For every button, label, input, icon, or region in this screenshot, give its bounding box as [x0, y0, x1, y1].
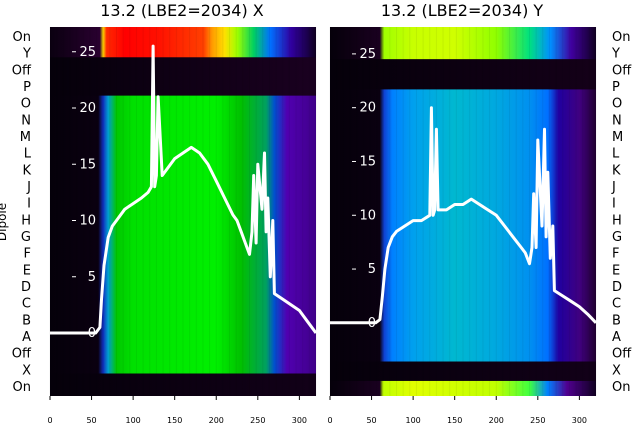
row-label: E	[612, 263, 620, 278]
series-layer	[330, 106, 598, 325]
heatmap-band	[330, 380, 596, 396]
y-tick-label: 10	[79, 214, 96, 229]
x-tick-label: 0	[327, 416, 332, 425]
y-tick-label: 10	[359, 208, 376, 223]
row-label: On	[612, 380, 630, 395]
row-label: F	[612, 247, 619, 262]
x-tick-label: 150	[167, 416, 182, 425]
row-label: H	[21, 213, 31, 228]
y-tick-label: 5	[88, 270, 96, 285]
y-tick-label: 15	[359, 154, 376, 169]
heatmap-band	[330, 27, 596, 60]
x-ticks: 0 50 100 150 200 250 300	[47, 396, 307, 425]
row-label: Off	[12, 63, 32, 78]
x-ticks: 0 50 100 150 200 250 300	[327, 396, 587, 425]
heatmap-band	[50, 373, 316, 396]
heatmap-band	[330, 59, 596, 90]
row-label: P	[612, 80, 620, 95]
row-label: A	[612, 330, 621, 345]
x-tick-label: 50	[366, 416, 376, 425]
row-label: M	[612, 130, 623, 145]
panel-y: 13.2 (LBE2=2034) Y OnYOffPONMLKJIHGFEDCB…	[327, 1, 632, 425]
row-label: I	[27, 197, 31, 212]
row-label: B	[612, 313, 621, 328]
y-tick-label: 20	[359, 101, 376, 116]
series-layer	[50, 44, 318, 335]
row-label: D	[21, 280, 31, 295]
x-tick-label: 200	[489, 416, 504, 425]
row-label: O	[21, 97, 31, 112]
row-label: X	[22, 363, 31, 378]
heatmap-bands	[49, 27, 317, 396]
chart-title: 13.2 (LBE2=2034) Y	[381, 1, 544, 20]
row-label: Y	[22, 47, 31, 62]
row-label: A	[22, 330, 31, 345]
row-label: Off	[612, 63, 632, 78]
row-label: G	[612, 230, 622, 245]
chart-title: 13.2 (LBE2=2034) X	[100, 1, 264, 20]
row-label: J	[611, 180, 616, 195]
row-label: G	[21, 230, 31, 245]
row-label: L	[24, 147, 32, 162]
x-tick-label: 250	[530, 416, 545, 425]
row-label: I	[612, 197, 616, 212]
x-tick-label: 300	[292, 416, 307, 425]
row-label: On	[612, 30, 630, 45]
y-axis-label: Dipole	[0, 203, 9, 241]
row-label: On	[13, 380, 31, 395]
x-tick-label: 100	[405, 416, 420, 425]
panel-x: 13.2 (LBE2=2034) X Dipole OnYOffPONMLKJI…	[0, 1, 318, 425]
x-tick-label: 150	[447, 416, 462, 425]
row-label: Y	[611, 47, 620, 62]
row-label: L	[612, 147, 620, 162]
row-label: J	[26, 180, 31, 195]
heatmap-band	[50, 27, 316, 58]
row-label: K	[22, 163, 31, 178]
heatmap-band	[50, 57, 316, 96]
series-line	[330, 106, 598, 325]
row-label: On	[13, 30, 31, 45]
row-label: K	[612, 163, 621, 178]
heatmap-band	[330, 361, 596, 381]
y-tick-label: 25	[79, 45, 96, 60]
series-line	[50, 44, 318, 335]
x-tick-label: 0	[47, 416, 52, 425]
x-tick-label: 50	[86, 416, 96, 425]
row-label: Off	[12, 347, 32, 362]
y-tick-label: 15	[79, 157, 96, 172]
row-label: Off	[612, 347, 632, 362]
y-tick-label: 20	[79, 101, 96, 116]
row-label: H	[612, 213, 622, 228]
row-label: C	[612, 297, 621, 312]
row-label: B	[22, 313, 31, 328]
row-label: E	[23, 263, 31, 278]
row-label: M	[20, 130, 31, 145]
x-tick-label: 200	[209, 416, 224, 425]
row-label: C	[22, 297, 31, 312]
row-label: O	[612, 97, 622, 112]
row-label: X	[612, 363, 621, 378]
x-tick-label: 250	[250, 416, 265, 425]
row-label: N	[612, 113, 622, 128]
x-tick-label: 300	[572, 416, 587, 425]
y-tick-label: 5	[368, 262, 376, 277]
row-label: D	[612, 280, 622, 295]
x-tick-label: 100	[125, 416, 140, 425]
row-label: F	[24, 247, 31, 262]
row-label: N	[21, 113, 31, 128]
y-tick-label: 25	[359, 47, 376, 62]
row-label: P	[23, 80, 31, 95]
